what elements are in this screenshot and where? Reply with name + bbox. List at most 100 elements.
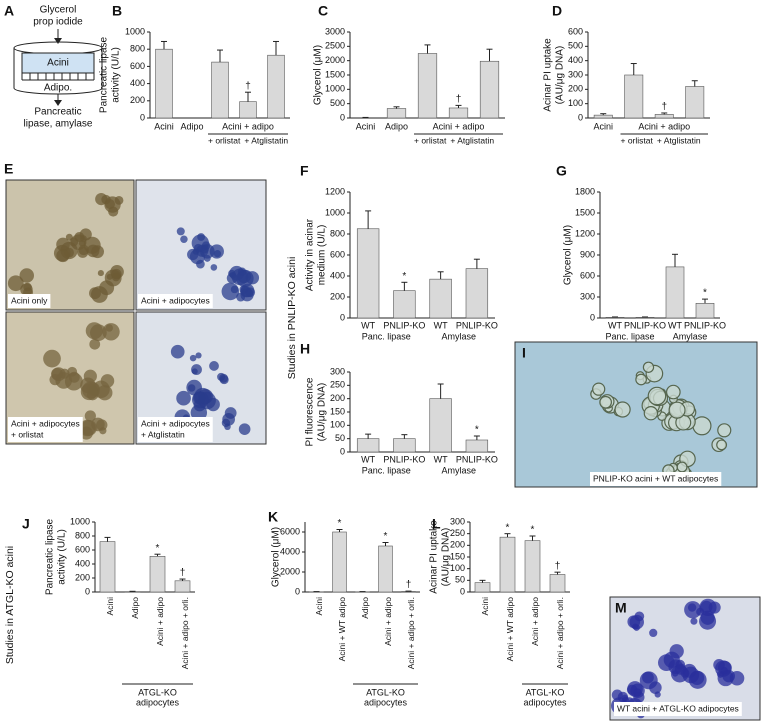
x-tick-label: PNLIP-KO xyxy=(383,454,425,464)
cell xyxy=(658,654,675,672)
diagram-label: Adipo. xyxy=(44,83,72,94)
caption: + orlistat xyxy=(11,429,44,439)
error-bar xyxy=(362,116,369,118)
caption: PNLIP-KO acini + WT adipocytes xyxy=(593,473,718,483)
diagram-label: Pancreatic xyxy=(34,107,81,118)
x-tick-label: WT xyxy=(434,454,448,464)
error-bar xyxy=(217,49,223,63)
caption-box xyxy=(8,294,51,308)
error-bar xyxy=(486,48,493,62)
cell xyxy=(716,439,728,451)
bar xyxy=(429,398,452,453)
panel-letter: K xyxy=(268,509,278,525)
y-tick-label: 200 xyxy=(330,393,345,403)
error-bar xyxy=(104,536,111,542)
cell xyxy=(195,352,202,359)
cell xyxy=(100,374,115,388)
cell xyxy=(97,270,104,277)
cell xyxy=(668,401,686,419)
error-bar xyxy=(473,435,480,440)
y-tick-label: 0 xyxy=(340,446,345,456)
group-label: Panc. lipase xyxy=(605,331,654,341)
cell xyxy=(189,354,197,362)
y-tick-label: 4000 xyxy=(280,546,300,556)
bar xyxy=(356,228,380,319)
error-bar xyxy=(529,535,536,541)
y-tick-label: 250 xyxy=(450,528,465,538)
x-tick-label: Acini xyxy=(593,121,613,131)
cell xyxy=(180,235,188,244)
error-bar xyxy=(672,253,678,267)
significance-marker: * xyxy=(703,288,707,299)
y-axis-label: Pancreatic lipase xyxy=(45,518,56,595)
x-tick-label: Acini + adipo + orli. xyxy=(406,597,416,669)
y-axis-label: Pancreatic lipase xyxy=(99,36,110,113)
cell xyxy=(699,598,717,617)
cell xyxy=(77,246,89,258)
cell xyxy=(7,275,24,292)
y-tick-label: 400 xyxy=(130,78,145,88)
significance-marker: * xyxy=(475,425,479,436)
x-tick-label: WT xyxy=(361,454,375,464)
cell xyxy=(238,423,251,435)
caption: Acini + adipocytes xyxy=(141,418,210,428)
group-label: adipocytes xyxy=(136,697,180,707)
panel-letter: M xyxy=(615,600,627,616)
cell xyxy=(672,670,679,677)
caption: Acini only xyxy=(11,295,48,305)
cell xyxy=(193,243,203,253)
y-tick-label: 6000 xyxy=(280,526,300,536)
bar xyxy=(174,580,191,593)
cell xyxy=(627,681,643,697)
cell xyxy=(56,249,70,263)
bar xyxy=(393,290,416,319)
x-tick-label: PNLIP-KO xyxy=(383,320,425,330)
y-tick-label: 200 xyxy=(568,84,583,94)
x-tick-label: Adipo xyxy=(360,597,370,619)
panel-letter: G xyxy=(556,163,567,179)
cell xyxy=(59,368,70,379)
bar xyxy=(624,74,644,119)
cell xyxy=(210,264,218,271)
caption-box xyxy=(8,417,83,442)
error-bar xyxy=(455,104,462,108)
cell xyxy=(83,369,97,383)
cell xyxy=(237,267,247,276)
group-label: adipocytes xyxy=(523,697,567,707)
y-tick-label: 2000 xyxy=(325,55,345,65)
x-tick-label: Acini + WT adipo xyxy=(337,597,347,662)
cell xyxy=(228,269,236,278)
significance-marker: * xyxy=(506,522,510,533)
error-bar xyxy=(424,44,431,54)
group-label: Acini + adipo xyxy=(222,121,274,131)
x-tick-label: Adipo xyxy=(385,121,408,131)
y-tick-label: 0 xyxy=(460,586,465,596)
x-tick-label: PNLIP-KO xyxy=(456,320,498,330)
group-label: Panc. lipase xyxy=(362,331,411,341)
y-tick-label: 200 xyxy=(130,95,145,105)
insert xyxy=(21,52,95,74)
x-tick-label: + Atglistatin xyxy=(244,135,288,145)
y-tick-label: 1200 xyxy=(325,186,345,196)
cell xyxy=(642,671,654,684)
x-tick-label: Acini xyxy=(154,121,174,131)
bar xyxy=(149,555,166,593)
group-label: Acini + adipo xyxy=(638,121,690,131)
group-label: Panc. lipase xyxy=(362,465,411,475)
y-tick-label: 400 xyxy=(75,558,90,568)
y-tick-label: 0 xyxy=(295,586,300,596)
cell xyxy=(49,374,61,386)
cell xyxy=(245,271,260,285)
significance-marker: * xyxy=(384,531,388,542)
panel-letter: D xyxy=(552,3,562,19)
cell xyxy=(676,461,688,473)
bar xyxy=(417,53,438,119)
caption-box xyxy=(590,472,722,486)
x-tick-label: Acini + adipo xyxy=(383,597,393,646)
bar xyxy=(465,268,489,319)
cell xyxy=(717,423,732,438)
significance-marker: * xyxy=(156,543,160,554)
cell xyxy=(635,373,647,386)
panel-letter: J xyxy=(22,516,30,532)
cell xyxy=(91,286,108,303)
